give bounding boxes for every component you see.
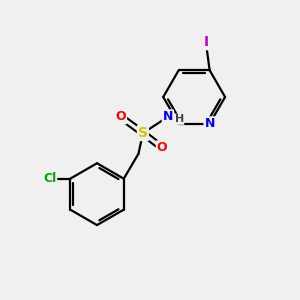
Text: Cl: Cl <box>43 172 56 185</box>
Text: N: N <box>204 117 215 130</box>
Text: O: O <box>116 110 126 123</box>
Text: O: O <box>157 141 167 154</box>
Text: N: N <box>163 110 173 123</box>
Text: I: I <box>204 35 209 49</box>
Text: S: S <box>138 126 148 140</box>
Text: H: H <box>175 114 184 124</box>
